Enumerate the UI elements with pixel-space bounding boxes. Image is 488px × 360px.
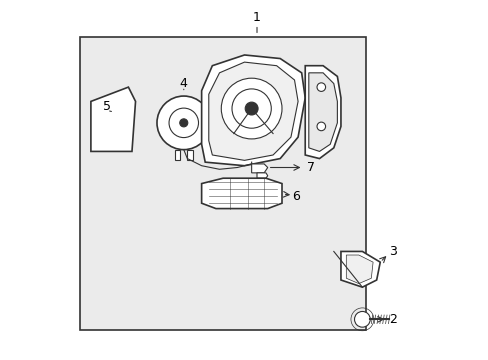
Polygon shape [201, 178, 282, 208]
Circle shape [169, 108, 198, 138]
Polygon shape [308, 73, 337, 152]
Circle shape [244, 102, 258, 115]
Text: 3: 3 [388, 245, 396, 258]
Circle shape [157, 96, 210, 150]
FancyBboxPatch shape [80, 37, 365, 330]
Polygon shape [201, 55, 305, 166]
Circle shape [231, 89, 271, 128]
Circle shape [180, 119, 187, 127]
Polygon shape [257, 173, 267, 178]
Polygon shape [175, 150, 180, 160]
Polygon shape [187, 150, 192, 160]
Text: 1: 1 [253, 11, 261, 24]
Polygon shape [346, 255, 372, 284]
Polygon shape [208, 62, 298, 160]
Circle shape [221, 78, 282, 139]
Text: 6: 6 [292, 190, 300, 203]
Polygon shape [340, 251, 380, 287]
Polygon shape [305, 66, 340, 158]
Polygon shape [91, 87, 135, 152]
Text: 4: 4 [180, 77, 187, 90]
Text: 5: 5 [103, 100, 111, 113]
Text: 7: 7 [306, 161, 314, 174]
Circle shape [354, 311, 369, 327]
Polygon shape [251, 164, 267, 173]
Circle shape [316, 122, 325, 131]
Text: 2: 2 [388, 313, 396, 326]
Circle shape [316, 83, 325, 91]
